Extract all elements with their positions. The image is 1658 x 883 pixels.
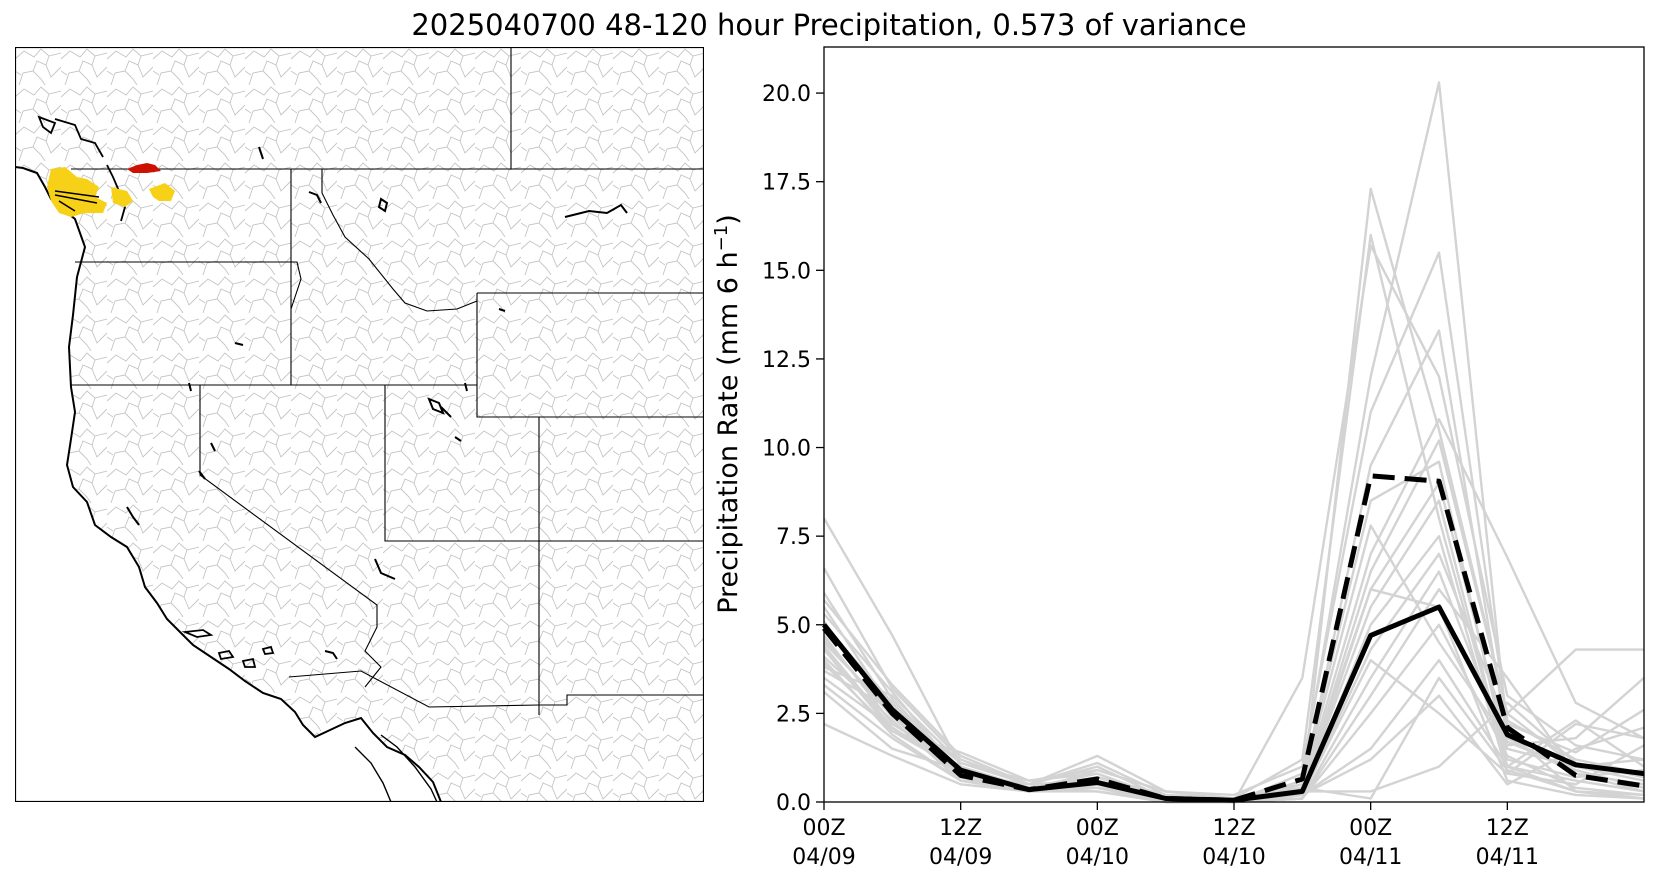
y-tick-label: 2.5 xyxy=(776,702,811,727)
basin-map xyxy=(15,47,704,802)
lakes xyxy=(126,146,628,660)
map-frame xyxy=(15,47,704,802)
member-line-3 xyxy=(822,244,1645,804)
y-tick-label: 12.5 xyxy=(762,348,811,373)
member-line-9 xyxy=(823,481,1645,804)
y-axis-label: Precipitation Rate (mm 6 h−1) xyxy=(711,214,744,614)
x-tick-label-time: 12Z xyxy=(1486,816,1529,841)
y-axis-label-main: Precipitation Rate (mm 6 h xyxy=(713,251,744,613)
gulf-coastline xyxy=(354,734,438,802)
y-tick-label: 0.0 xyxy=(776,791,811,816)
x-tick-label-time: 12Z xyxy=(939,816,982,841)
x-tick-label-date: 04/11 xyxy=(1339,845,1402,870)
y-tick-label: 5.0 xyxy=(776,614,811,639)
coastline xyxy=(15,166,442,802)
plot-frame xyxy=(823,46,1645,803)
member-line-23 xyxy=(823,659,1645,804)
dashed-series xyxy=(822,473,1645,803)
yellow-basin-east xyxy=(149,183,175,201)
red-basin xyxy=(127,163,161,173)
y-tick-label: 20.0 xyxy=(762,82,811,107)
x-tick-label-date: 04/09 xyxy=(929,845,992,870)
member-line-4 xyxy=(823,81,1645,804)
mean-series xyxy=(822,604,1645,803)
y-tick-label: 15.0 xyxy=(762,259,811,284)
highlighted-basins xyxy=(47,163,175,217)
yellow-basin-puget xyxy=(111,187,133,207)
member-line-16 xyxy=(823,659,1645,804)
x-tick-label-time: 12Z xyxy=(1212,816,1255,841)
chart-axes: 0.0 2.5 5.0 7.5 10.0 12.5 15.0 17.5 20.0 00Z 04/09… xyxy=(762,46,1645,870)
x-tick-label-date: 04/11 xyxy=(1476,845,1539,870)
x-tick-label-time: 00Z xyxy=(1349,816,1392,841)
y-axis-label-sup: −1 xyxy=(711,225,732,252)
ensemble-members xyxy=(822,81,1645,804)
y-tick-label: 17.5 xyxy=(762,171,811,196)
yellow-basin-west xyxy=(47,167,107,217)
x-tick-label-time: 00Z xyxy=(1076,816,1119,841)
x-tick-label-date: 04/10 xyxy=(1066,845,1129,870)
y-axis-label-close: ) xyxy=(713,214,744,225)
y-tick-label: 7.5 xyxy=(776,525,811,550)
x-tick-label-time: 00Z xyxy=(802,816,845,841)
member-line-1 xyxy=(822,187,1645,804)
y-tick-label: 10.0 xyxy=(762,437,811,462)
x-tick-label-date: 04/10 xyxy=(1202,845,1265,870)
member-line-6 xyxy=(823,329,1645,804)
figure-title: 2025040700 48-120 hour Precipitation, 0.… xyxy=(411,8,1247,42)
state-boundaries xyxy=(71,47,704,715)
islands xyxy=(37,115,275,668)
basin-outline-detail xyxy=(54,190,100,212)
dashed-line xyxy=(822,473,1645,803)
x-tick-label-date: 04/09 xyxy=(792,845,855,870)
mean-line xyxy=(822,604,1645,803)
